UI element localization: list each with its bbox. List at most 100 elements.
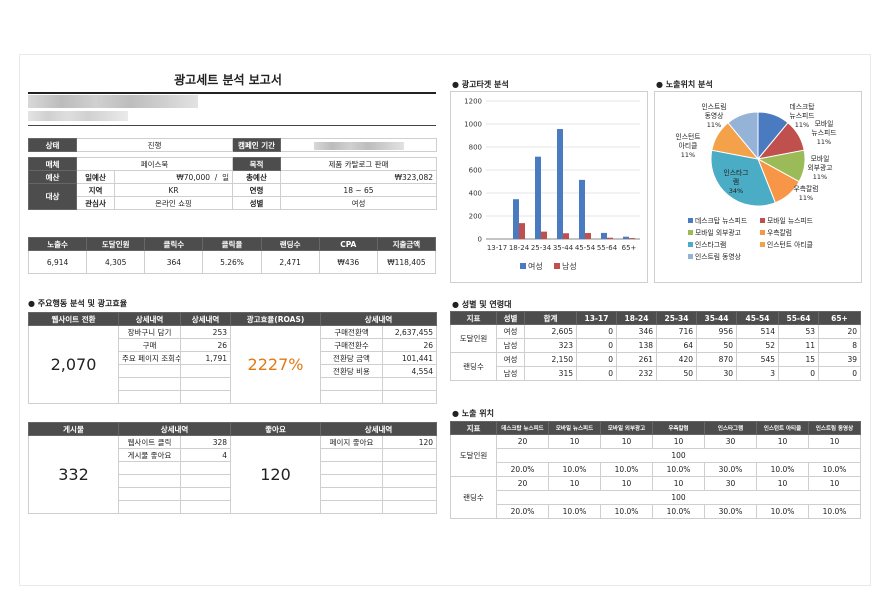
y-tick-label: 600 <box>469 167 482 175</box>
gender-age-header: 성별 <box>496 311 525 325</box>
roas-detail-value: 26 <box>381 338 438 352</box>
legend-label: 남성 <box>562 262 577 271</box>
metric-label: 도달인원 <box>450 324 497 353</box>
legend-swatch <box>760 242 765 247</box>
post-value: 332 <box>28 435 119 514</box>
daily-budget-value: ₩70,000 <box>176 172 210 182</box>
y-tick-label: 1200 <box>464 98 482 106</box>
pie-label: 모바일 <box>815 119 834 128</box>
placement-percent: 20.0% <box>496 504 549 519</box>
gender-age-cell: 956 <box>696 324 737 339</box>
post-detail-label: 게시물 좋아요 <box>118 448 181 462</box>
pie-label: 인스트림 <box>701 102 726 111</box>
legend-label: 우측칼럼 <box>767 228 792 237</box>
table-row: 100 <box>451 448 861 463</box>
like-detail-header: 상세내역 <box>320 422 438 436</box>
daily-budget-label: 일예산 <box>76 170 115 184</box>
gender-age-cell: 420 <box>656 352 697 367</box>
metric-header: 지출금액 <box>376 237 437 251</box>
web-detail-value: 1,791 <box>180 351 231 365</box>
roas-detail-label: 구매전환액 <box>320 325 383 339</box>
gender-age-cell: 545 <box>736 352 779 367</box>
report-title: 광고세트 분석 보고서 <box>174 73 282 87</box>
goal-value: 제품 카탈로그 판매 <box>280 157 437 171</box>
pie-label: 모바일 <box>811 154 830 163</box>
metrics-table: 노출수 도달인원 클릭수 클릭율 랜딩수 CPA 지출금액 6,914 4,305 364 5.2… <box>27 237 437 274</box>
like-detail-value: 120 <box>382 435 438 449</box>
placement-count: 10 <box>756 434 809 449</box>
pie-slice <box>710 149 776 207</box>
gender-age-cell: 53 <box>778 324 819 339</box>
like-value: 120 <box>230 435 322 514</box>
gender-age-cell: 0 <box>576 324 617 339</box>
gender-age-cell: 30 <box>696 366 737 381</box>
placement-count: 10 <box>808 434 861 449</box>
roas-detail-label: 전환당 금액 <box>320 351 383 365</box>
gender-label: 성별 <box>232 196 281 210</box>
pie-label: 램 <box>733 178 739 186</box>
gender-age-cell: 261 <box>616 352 657 367</box>
x-tick-label: 35-44 <box>553 244 574 252</box>
placement-percent: 10.0% <box>600 504 653 519</box>
legend-swatch <box>688 242 693 247</box>
total-budget-label: 총예산 <box>232 170 281 184</box>
placement-table: 지표 데스크탑 뉴스피드 모바일 뉴스피드 모바일 외부광고 우측칼럼 인스타그램 인스턴트… <box>450 421 861 519</box>
metric-value: ₩436 <box>318 250 378 274</box>
placement-percent: 10.0% <box>548 504 601 519</box>
gender-age-cell: 323 <box>524 338 577 353</box>
media-value: 페이스북 <box>76 157 233 171</box>
placement-percent: 30.0% <box>704 504 757 519</box>
period-value <box>280 138 437 152</box>
interest-value: 온라인 쇼핑 <box>114 196 233 210</box>
period-label: 캠페인 기간 <box>232 138 281 152</box>
gender-age-cell: 0 <box>818 366 861 381</box>
gender-age-cell: 0 <box>576 352 617 367</box>
post-detail-header: 상세내역 <box>117 422 232 436</box>
metric-header: 클릭수 <box>144 237 204 251</box>
gender-age-cell: 15 <box>778 352 819 367</box>
pie-percent: 11% <box>707 121 721 129</box>
gender-age-cell: 11 <box>778 338 819 353</box>
report-page: 광고세트 분석 보고서 상태 진행 캠페인 기간 매체 페이스북 목적 제품 카… <box>20 55 870 585</box>
roas-detail-value: 4,554 <box>381 364 438 378</box>
post-detail-value: 4 <box>179 448 232 462</box>
pie-label: 뉴스피드 <box>811 128 836 137</box>
gender-age-cell: 50 <box>696 338 737 353</box>
gender-age-cell: 52 <box>736 338 779 353</box>
table-row: 도달인원 20 10 10 10 30 10 10 <box>450 434 861 477</box>
gender-age-cell: 3 <box>736 366 779 381</box>
gender-age-cell: 2,150 <box>524 352 577 367</box>
gender-age-cell: 2,605 <box>524 324 577 339</box>
post-header: 게시물 <box>28 422 119 436</box>
roas-detail-value: 2,637,455 <box>381 325 438 339</box>
pie-slice <box>727 111 759 161</box>
table-row: 랜딩수 20 10 10 10 30 10 10 <box>450 476 861 519</box>
roas-detail-header: 상세내역 <box>319 312 438 326</box>
legend-label: 여성 <box>528 261 543 271</box>
pie-label: 아티클 <box>679 141 698 150</box>
gender-age-table: 지표 성별 합계 13-17 18-24 25-34 35-44 45-54 55-64 65+ … <box>450 311 861 381</box>
status-label: 상태 <box>28 138 77 152</box>
placement-percent: 20.0% <box>496 462 549 477</box>
pie-label: 외부광고 <box>807 163 832 172</box>
placement-count: 10 <box>652 476 705 491</box>
bar <box>629 238 635 239</box>
pie-label: 동영상 <box>705 111 724 120</box>
placement-header: 데스크탑 뉴스피드 <box>496 421 549 435</box>
gender-age-cell: 870 <box>696 352 737 367</box>
metric-header: 도달인원 <box>86 237 146 251</box>
table-row: 랜딩수 여성 2,150 0 261 420 870 545 15 39 <box>450 352 861 381</box>
target-chart-title: ● 광고타겟 분석 <box>452 80 509 89</box>
y-tick-label: 800 <box>469 144 482 152</box>
y-tick-label: 0 <box>478 236 482 244</box>
gender-age-header: 25-34 <box>656 311 697 325</box>
web-detail-header-2: 상세내역 <box>180 312 231 326</box>
placement-header: 지표 <box>450 421 497 435</box>
gender-age-cell: 138 <box>616 338 657 353</box>
placement-metric-label: 도달인원 <box>450 434 497 477</box>
bar <box>563 233 569 239</box>
placement-header: 인스타그램 <box>704 421 757 435</box>
gender-age-cell: 8 <box>818 338 861 353</box>
bar <box>623 236 629 239</box>
legend-label: 모바일 외부광고 <box>695 228 741 237</box>
